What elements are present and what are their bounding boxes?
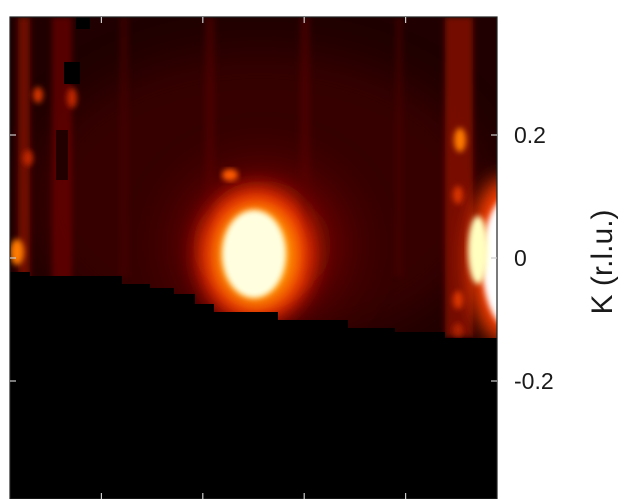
mid-streak-3 bbox=[300, 17, 310, 277]
right-edge-peak bbox=[468, 180, 497, 340]
right-streak-spot-3 bbox=[453, 291, 463, 309]
left-streak-1 bbox=[18, 17, 30, 287]
right-peak-core bbox=[482, 203, 497, 321]
right-streak bbox=[445, 17, 473, 337]
y-ticks: 0.2 0 -0.2 bbox=[10, 122, 554, 394]
right-streak-spot-2 bbox=[453, 186, 463, 204]
dead-pixel-3 bbox=[56, 130, 68, 180]
right-streak-peak bbox=[468, 216, 488, 284]
left-streak-spot-2 bbox=[23, 150, 33, 166]
left-spot bbox=[10, 239, 24, 265]
streak-spots bbox=[10, 87, 466, 337]
central-peak-core bbox=[222, 210, 286, 298]
mid-streak-4 bbox=[395, 17, 403, 277]
left-streak-spot-3 bbox=[67, 88, 77, 108]
vertical-streaks bbox=[18, 17, 473, 337]
central-peak bbox=[198, 169, 314, 323]
y-tick-label: 0 bbox=[514, 245, 527, 271]
dead-pixel-2 bbox=[76, 17, 90, 29]
central-peak-top bbox=[222, 169, 238, 181]
heatmap-plot-area bbox=[10, 17, 497, 499]
y-tick-label: 0.2 bbox=[514, 122, 546, 148]
y-axis-label: K (r.l.u.) bbox=[586, 209, 619, 314]
x-ticks bbox=[100, 17, 407, 499]
mid-streak-1 bbox=[120, 17, 128, 277]
right-streak-spot-4 bbox=[453, 323, 463, 337]
mid-streak-2 bbox=[205, 17, 215, 277]
dead-pixel-1 bbox=[64, 62, 80, 84]
y-tick-label: -0.2 bbox=[514, 368, 554, 394]
right-streak-spot-1 bbox=[454, 128, 466, 152]
left-streak-spot-1 bbox=[33, 87, 43, 103]
masked-no-data-region bbox=[10, 272, 497, 499]
